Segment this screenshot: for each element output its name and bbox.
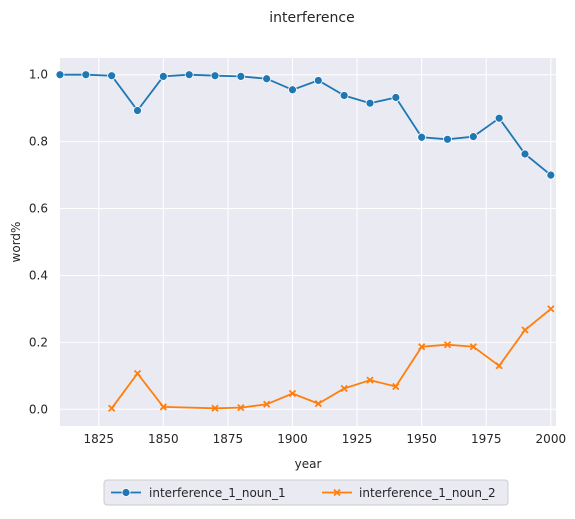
y-axis-label: word% — [9, 222, 23, 263]
data-point — [333, 488, 341, 497]
data-point — [211, 404, 219, 412]
x-tick-label: 1900 — [277, 432, 308, 446]
y-ticks: 0.0 0.2 0.4 0.6 0.8 1.0 — [29, 68, 48, 417]
legend-label: interference_1_noun_1 — [149, 486, 286, 500]
legend-entry: interference_1_noun_2 — [322, 486, 496, 500]
data-point — [313, 76, 323, 85]
data-point — [133, 106, 142, 115]
data-point — [443, 134, 452, 144]
data-point — [210, 71, 220, 81]
data-point — [340, 384, 348, 393]
x-tick-label: 1950 — [406, 432, 437, 446]
y-tick-label: 0.2 — [29, 335, 48, 349]
x-tick-label: 1875 — [213, 432, 244, 446]
x-tick-label: 1925 — [342, 432, 373, 446]
data-point — [495, 362, 503, 370]
data-point — [159, 403, 167, 411]
legend-box — [103, 479, 509, 506]
series-1 — [55, 70, 556, 180]
y-tick-label: 1.0 — [29, 68, 48, 82]
data-point — [392, 382, 400, 391]
data-point — [468, 132, 478, 142]
data-point — [133, 369, 142, 378]
x-tick-label: 1975 — [471, 432, 502, 446]
data-point — [55, 70, 65, 80]
plot-area — [60, 58, 556, 426]
legend-label: interference_1_noun_2 — [359, 486, 496, 500]
y-tick-label: 0.6 — [29, 202, 48, 216]
data-point — [184, 70, 194, 80]
grid-lines — [60, 58, 556, 426]
data-point — [469, 343, 477, 351]
x-tick-label: 1850 — [148, 432, 179, 446]
data-point — [288, 389, 297, 398]
chart-title: interference — [269, 10, 354, 26]
data-point — [391, 93, 401, 102]
data-point — [417, 132, 427, 142]
data-point — [443, 341, 452, 349]
series-group — [55, 70, 556, 412]
data-point — [237, 403, 245, 412]
data-point — [520, 149, 530, 159]
legend-entry: interference_1_noun_1 — [111, 486, 286, 500]
data-point — [108, 404, 116, 412]
legend: interference_1_noun_1 interference_1_noun… — [103, 479, 509, 506]
data-point — [339, 91, 349, 100]
data-point — [418, 343, 426, 351]
data-point — [494, 113, 504, 123]
data-point — [107, 71, 117, 81]
y-tick-label: 0.4 — [29, 268, 48, 282]
data-point — [121, 488, 131, 497]
data-point — [81, 70, 91, 80]
data-point — [365, 98, 375, 108]
data-point — [262, 74, 272, 84]
data-point — [547, 305, 555, 313]
data-point — [521, 326, 529, 334]
data-point — [236, 72, 246, 81]
series-2 — [108, 305, 555, 412]
x-axis-label: year — [295, 457, 322, 471]
data-point — [288, 85, 297, 95]
data-point — [546, 170, 556, 180]
x-tick-label: 2000 — [536, 432, 567, 446]
data-point — [314, 399, 322, 408]
data-point — [263, 400, 271, 408]
data-point — [366, 376, 374, 384]
y-tick-label: 0.0 — [29, 402, 48, 416]
y-tick-label: 0.8 — [29, 135, 48, 149]
data-point — [158, 72, 168, 81]
x-tick-label: 1825 — [83, 432, 114, 446]
x-ticks: 1825 1850 1875 1900 1925 1950 1975 2000 — [83, 432, 566, 446]
